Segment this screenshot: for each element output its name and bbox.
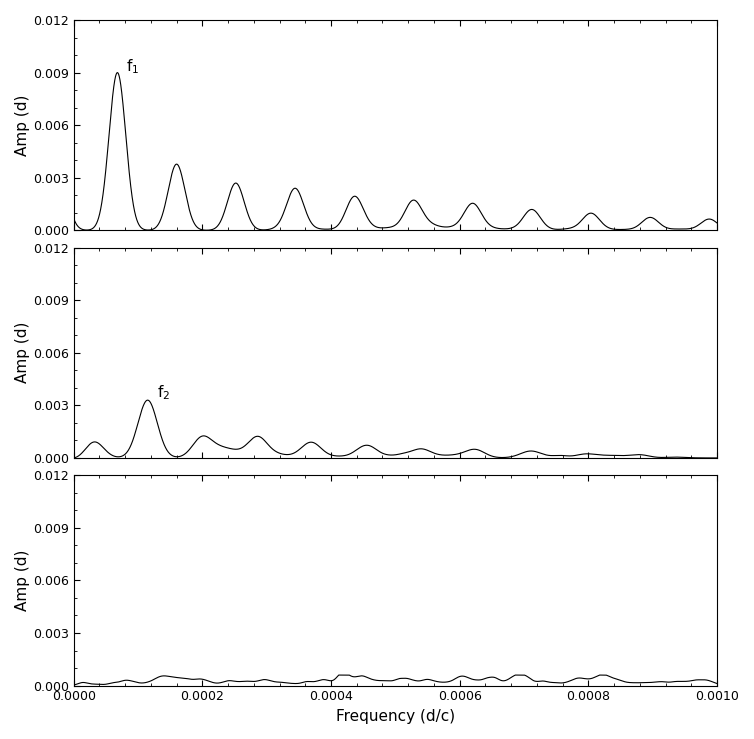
- Y-axis label: Amp (d): Amp (d): [15, 550, 30, 611]
- X-axis label: Frequency (d/c): Frequency (d/c): [336, 709, 455, 724]
- Text: f$_1$: f$_1$: [127, 58, 139, 76]
- Y-axis label: Amp (d): Amp (d): [15, 322, 30, 384]
- Y-axis label: Amp (d): Amp (d): [15, 95, 30, 156]
- Text: f$_2$: f$_2$: [158, 384, 170, 402]
